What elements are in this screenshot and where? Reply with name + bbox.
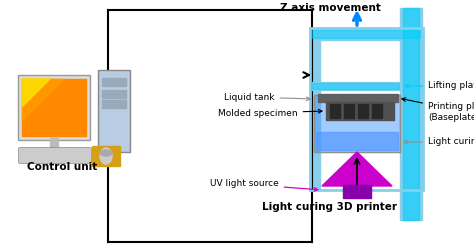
Bar <box>102 100 126 108</box>
Ellipse shape <box>100 150 112 156</box>
Text: Z axis movement: Z axis movement <box>280 3 381 13</box>
Bar <box>92 146 120 166</box>
Bar <box>344 104 354 118</box>
Text: Control unit: Control unit <box>27 162 97 172</box>
Polygon shape <box>22 79 64 121</box>
Text: Light curing 3D printer: Light curing 3D printer <box>263 202 398 212</box>
Bar <box>316 132 398 150</box>
Bar <box>358 104 368 118</box>
Bar <box>400 8 422 220</box>
Bar <box>326 102 394 120</box>
Bar <box>310 28 423 190</box>
Ellipse shape <box>100 148 112 164</box>
Bar <box>312 83 399 89</box>
Bar <box>310 35 320 190</box>
Bar <box>102 90 126 98</box>
Bar <box>314 95 400 152</box>
Bar <box>330 104 340 118</box>
Polygon shape <box>322 152 392 186</box>
Text: Lifting platform: Lifting platform <box>405 82 474 90</box>
Bar <box>18 75 90 140</box>
Bar <box>403 8 419 220</box>
Text: Printing platform
(Baseplate): Printing platform (Baseplate) <box>402 98 474 122</box>
Bar <box>312 30 420 38</box>
Text: UV light source: UV light source <box>210 180 318 191</box>
Bar <box>22 79 86 136</box>
Bar <box>38 148 70 154</box>
Polygon shape <box>22 79 50 107</box>
Bar <box>343 185 371 198</box>
Text: Light curing slurry: Light curing slurry <box>404 138 474 146</box>
Text: Liquid tank: Liquid tank <box>224 92 310 102</box>
FancyBboxPatch shape <box>18 148 91 164</box>
Bar <box>318 94 398 102</box>
Text: Molded specimen: Molded specimen <box>218 108 322 118</box>
Bar <box>98 70 130 152</box>
Bar <box>102 78 126 86</box>
Bar <box>314 95 400 152</box>
Bar <box>310 28 422 40</box>
Bar <box>372 104 382 118</box>
Bar <box>312 82 401 90</box>
Bar <box>50 138 58 150</box>
